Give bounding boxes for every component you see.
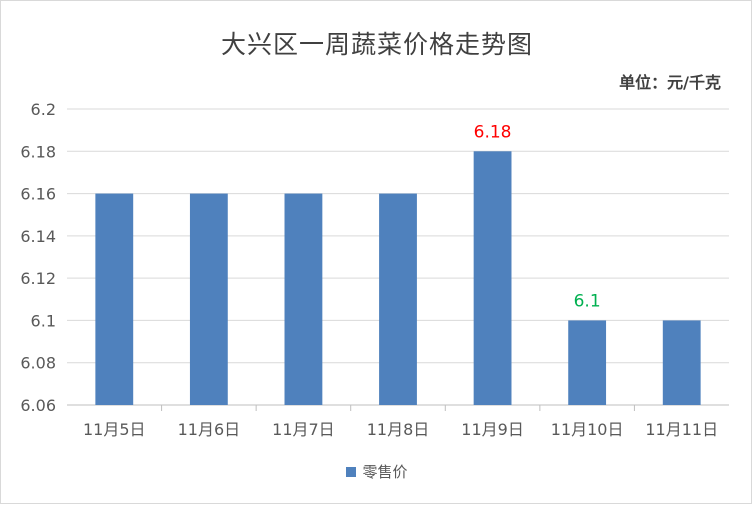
data-label: 6.18 [474, 122, 512, 142]
y-tick-label: 6.16 [20, 185, 56, 204]
y-tick-label: 6.08 [20, 354, 56, 373]
unit-label: 单位：元/千克 [619, 73, 721, 92]
x-tick-label: 11月7日 [272, 420, 335, 439]
y-tick-label: 6.12 [20, 269, 56, 288]
y-tick-label: 6.14 [20, 227, 56, 246]
bar [189, 193, 228, 405]
y-tick-label: 6.2 [31, 100, 56, 119]
bar [379, 193, 417, 405]
legend-label: 零售价 [362, 463, 408, 481]
x-tick-label: 11月11日 [645, 420, 718, 439]
x-tick-label: 11月10日 [551, 420, 624, 439]
legend: 零售价 [1, 461, 752, 482]
bar [95, 193, 134, 405]
x-tick-label: 11月6日 [178, 420, 241, 439]
y-tick-label: 6.18 [20, 142, 56, 161]
x-tick-label: 11月5日 [83, 420, 146, 439]
chart-title: 大兴区一周蔬菜价格走势图 [220, 30, 533, 59]
data-label: 6.1 [574, 291, 601, 311]
y-tick-label: 6.06 [20, 396, 56, 415]
bar [473, 151, 512, 405]
bar [284, 193, 323, 405]
bar [662, 320, 701, 405]
y-tick-label: 6.1 [31, 311, 56, 330]
bar [568, 320, 607, 405]
x-tick-label: 11月8日 [367, 420, 430, 439]
x-tick-label: 11月9日 [461, 420, 524, 439]
legend-swatch [346, 466, 357, 477]
